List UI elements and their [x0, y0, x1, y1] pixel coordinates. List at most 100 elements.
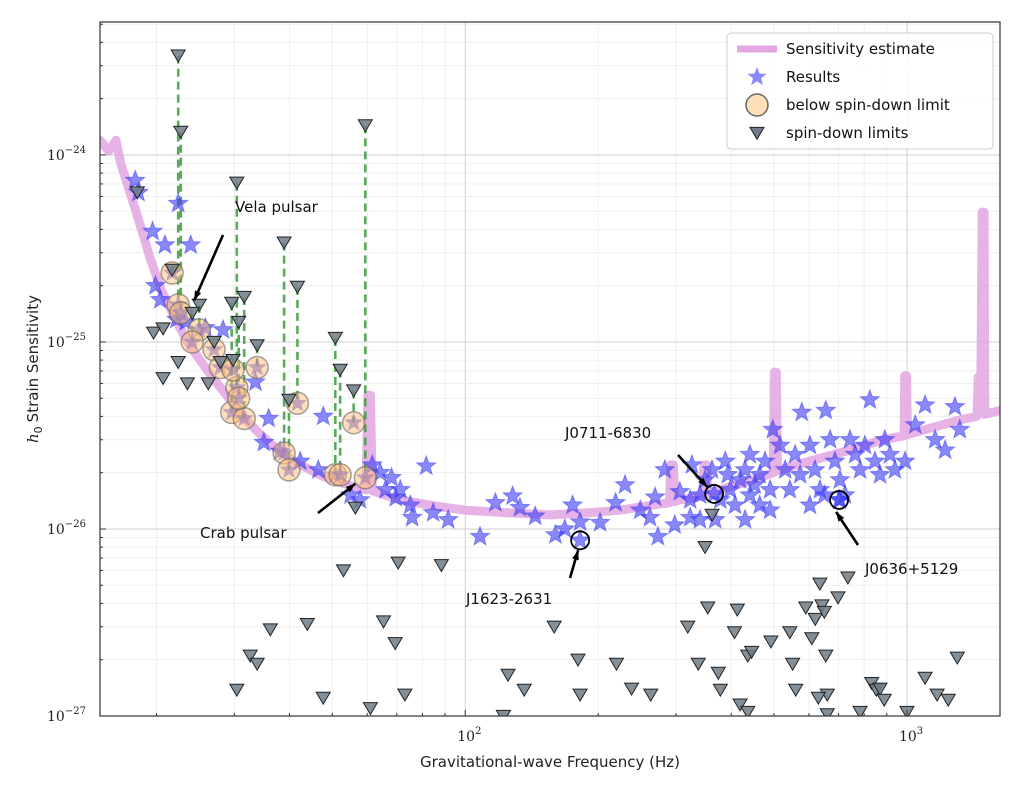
result-star	[179, 233, 202, 255]
spindown-triangle	[347, 501, 364, 515]
y-tick-label: 10−25	[47, 332, 86, 351]
spindown-triangle	[817, 649, 834, 664]
spindown-triangle	[763, 635, 779, 649]
result-star	[819, 428, 842, 449]
spindown-triangle	[170, 356, 187, 370]
tick-base: 10	[899, 729, 917, 745]
y-tick-label: 10−26	[47, 519, 86, 538]
below-spindown-circle	[277, 458, 301, 482]
spindown-triangle	[949, 651, 966, 665]
result-star	[778, 478, 801, 500]
result-star	[614, 473, 636, 495]
spindown-triangle	[223, 296, 240, 311]
x-tick-labels: 10 2 103	[457, 726, 923, 745]
spindown-triangle	[433, 559, 450, 573]
spindown-triangle	[781, 626, 798, 640]
axis-ticks	[100, 23, 908, 717]
spindown-triangle	[710, 666, 727, 681]
result-star	[724, 493, 746, 515]
legend-star-swatch	[747, 67, 767, 86]
result-star	[644, 485, 666, 507]
spindown-triangle	[803, 632, 820, 646]
result-star	[784, 443, 806, 464]
tick-exponent: −24	[65, 145, 86, 156]
spindown-triangle	[212, 356, 229, 370]
result-star	[716, 463, 739, 484]
spindown-triangle	[642, 688, 659, 702]
legend-circle-swatch	[745, 93, 769, 117]
sensitivity-curve	[100, 135, 1000, 520]
below-spindown-circle	[353, 465, 378, 490]
result-star	[149, 288, 172, 310]
spindown-triangle	[623, 682, 640, 696]
spindown-triangle	[299, 618, 316, 632]
spindown-triangle	[390, 556, 407, 571]
result-star	[944, 395, 966, 417]
result-star	[679, 506, 702, 527]
spindown-triangle	[170, 49, 187, 63]
spindown-triangle	[289, 280, 306, 295]
result-star	[704, 508, 727, 530]
spindown-triangle	[276, 236, 292, 250]
result-star	[257, 406, 280, 428]
spindown-triangle	[335, 564, 352, 578]
result-star	[653, 458, 676, 480]
result-star	[914, 393, 936, 415]
result-star	[814, 399, 837, 420]
spindown-triangle	[546, 620, 563, 635]
tick-exponent: −25	[65, 332, 86, 343]
spindown-triangle	[699, 601, 716, 615]
spindown-triangle	[729, 603, 746, 618]
result-star	[589, 511, 611, 532]
spindown-triangle	[819, 708, 836, 716]
result-star	[858, 388, 881, 410]
below-spindown-circle	[245, 355, 269, 380]
annotation-label: Vela pulsar	[235, 198, 319, 216]
spindown-triangle	[500, 668, 516, 683]
tick-base: 10	[47, 335, 65, 351]
spindown-triangle	[690, 657, 707, 672]
spindown-triangle	[697, 541, 713, 555]
spindown-triangle	[797, 601, 814, 615]
x-axis-label: Gravitational-wave Frequency (Hz)	[420, 753, 680, 771]
y-axis-label: h0 Strain Sensitivity	[24, 295, 45, 443]
annotation-arrowhead	[836, 511, 845, 522]
spindown-triangle	[784, 657, 801, 672]
result-star	[739, 443, 761, 464]
result-star	[569, 510, 591, 532]
result-star	[509, 496, 531, 517]
tick-base: 10	[47, 148, 65, 164]
spindown-triangle	[345, 384, 362, 398]
legend-box	[726, 32, 994, 150]
tick-exponent: 2	[475, 726, 481, 737]
result-star	[774, 458, 797, 480]
annotation-arrowhead	[572, 550, 579, 561]
result-star	[789, 463, 812, 484]
result-star	[312, 404, 335, 426]
legend-label: Results	[786, 68, 840, 86]
result-star	[824, 449, 846, 471]
spindown-triangle	[743, 645, 760, 660]
result-star	[469, 525, 491, 546]
spindown-triangle	[495, 709, 512, 716]
result-star	[828, 488, 850, 510]
spindown-triangle	[145, 326, 162, 341]
result-star	[734, 458, 756, 480]
result-star	[399, 493, 422, 515]
result-star	[748, 493, 771, 515]
spindown-triangle	[191, 298, 208, 313]
result-star	[561, 493, 584, 515]
result-star	[663, 513, 686, 535]
spindown-triangle	[357, 119, 374, 133]
spindown-triangle	[242, 649, 259, 664]
result-star	[873, 428, 896, 449]
tick-exponent: 3	[917, 726, 923, 737]
spindown-triangle	[281, 393, 297, 408]
x-tick-label: 103	[899, 726, 923, 745]
result-star	[553, 517, 576, 539]
spindown-triangle	[172, 125, 189, 140]
result-star	[748, 463, 771, 484]
plot-area	[100, 49, 1000, 716]
result-star	[829, 468, 851, 490]
spindown-triangle	[608, 657, 625, 672]
